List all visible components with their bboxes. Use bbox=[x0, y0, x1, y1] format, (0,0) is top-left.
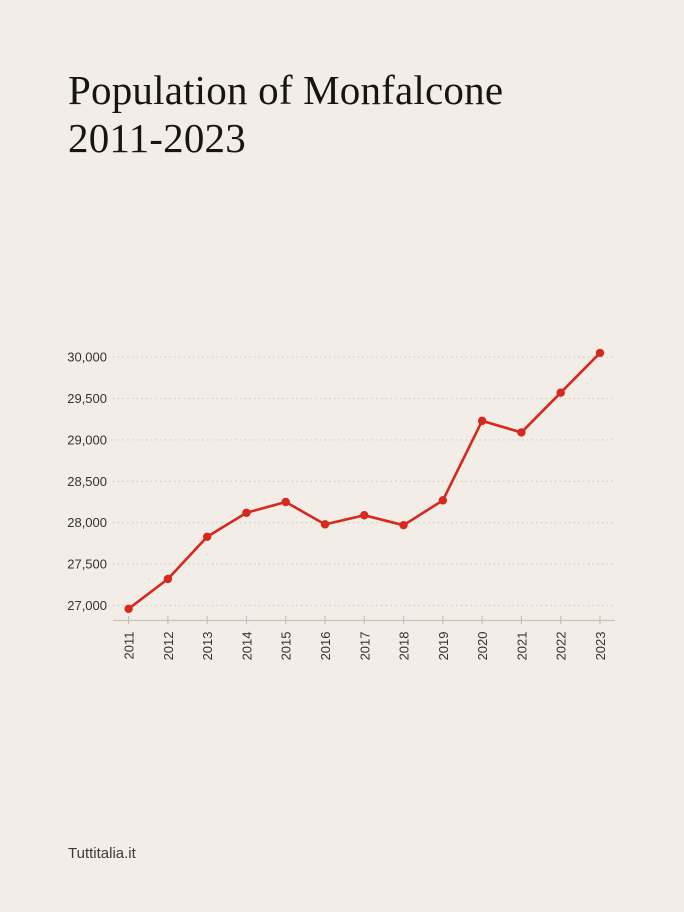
y-axis-label-27000: 27,000 bbox=[67, 598, 107, 613]
y-axis-label-27500: 27,500 bbox=[67, 557, 107, 572]
data-point-2018 bbox=[399, 520, 408, 530]
x-axis-label-2017: 2017 bbox=[357, 632, 372, 661]
chart-title-line1: Population of Monfalcone bbox=[68, 67, 504, 113]
data-point-2023 bbox=[595, 348, 605, 358]
y-axis-label-29000: 29,000 bbox=[67, 432, 107, 447]
data-point-2020 bbox=[477, 416, 487, 426]
x-axis-label-2019: 2019 bbox=[436, 632, 451, 661]
y-axis-label-28500: 28,500 bbox=[67, 474, 107, 489]
data-point-2012 bbox=[163, 574, 173, 584]
x-axis-label-2013: 2013 bbox=[200, 632, 215, 661]
x-axis-label-2015: 2015 bbox=[279, 632, 294, 661]
data-point-2013 bbox=[202, 532, 212, 541]
data-point-2021 bbox=[517, 428, 526, 437]
x-axis-label-2014: 2014 bbox=[239, 632, 254, 661]
x-axis-label-2018: 2018 bbox=[397, 632, 412, 661]
x-axis-label-2021: 2021 bbox=[514, 632, 529, 661]
x-axis-label-2023: 2023 bbox=[593, 632, 608, 661]
chart-title-line2: 2011-2023 bbox=[68, 115, 246, 161]
y-axis-label-28000: 28,000 bbox=[67, 515, 107, 530]
data-point-2014 bbox=[242, 508, 251, 517]
y-axis-label-30000: 30,000 bbox=[67, 350, 107, 365]
y-axis-label-29500: 29,500 bbox=[67, 391, 107, 406]
data-point-2016 bbox=[320, 520, 330, 529]
x-axis-label-2022: 2022 bbox=[554, 632, 569, 661]
population-line bbox=[127, 351, 602, 611]
source-attribution-label: Tuttitalia.it bbox=[68, 845, 136, 862]
data-point-2011 bbox=[124, 604, 133, 614]
data-point-2022 bbox=[556, 388, 565, 397]
data-point-2017 bbox=[360, 511, 369, 520]
x-axis-label-2016: 2016 bbox=[318, 632, 333, 661]
x-axis-label-2020: 2020 bbox=[475, 632, 490, 661]
data-point-2015 bbox=[281, 497, 290, 507]
chart-title: Population of Monfalcone 2011-2023 bbox=[68, 66, 503, 162]
x-axis-label-2012: 2012 bbox=[161, 632, 176, 661]
x-axis-label-2011: 2011 bbox=[122, 632, 137, 660]
data-point-2019 bbox=[438, 496, 448, 505]
